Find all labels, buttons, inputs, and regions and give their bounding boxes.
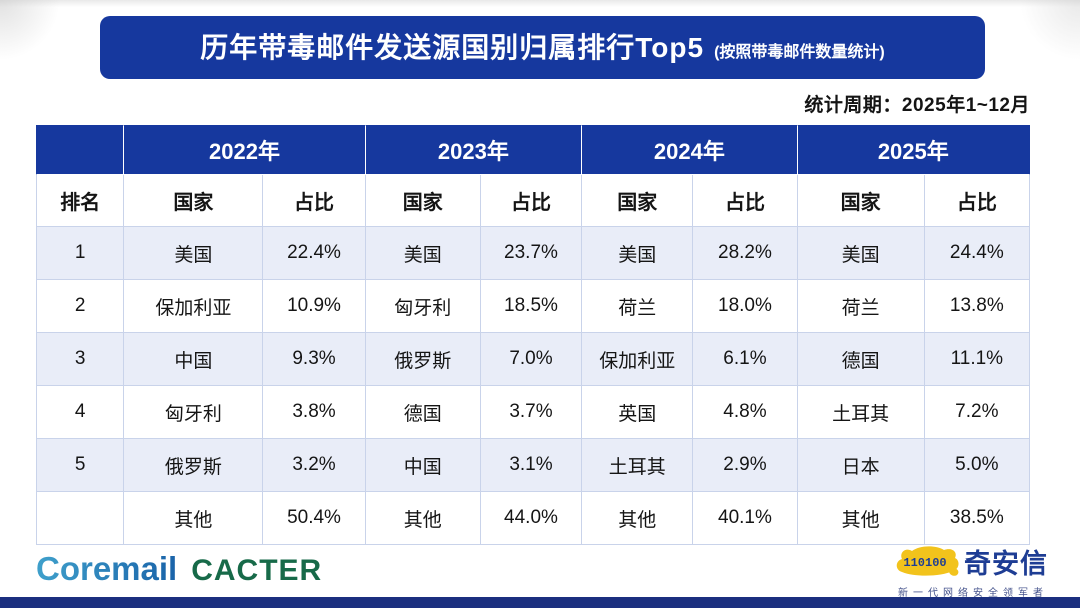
table-row: 4 匈牙利 3.8% 德国 3.7% 英国 4.8% 土耳其 7.2% <box>35 385 1031 439</box>
share-cell: 24.4% <box>923 226 1031 280</box>
share-cell: 11.1% <box>923 332 1031 386</box>
country-cell: 美国 <box>364 226 481 280</box>
share-cell: 7.0% <box>479 332 583 386</box>
country-cell: 其他 <box>364 491 481 545</box>
country-cell: 中国 <box>364 438 481 492</box>
share-cell: 3.7% <box>479 385 583 439</box>
rank-cell: 2 <box>35 279 125 333</box>
share-cell: 23.7% <box>479 226 583 280</box>
rank-cell: 1 <box>35 226 125 280</box>
share-cell: 6.1% <box>692 332 798 386</box>
country-cell: 俄罗斯 <box>123 438 264 492</box>
share-cell: 2.9% <box>692 438 798 492</box>
country-cell: 土耳其 <box>581 438 694 492</box>
table-row: 其他 50.4% 其他 44.0% 其他 40.1% 其他 38.5% <box>35 491 1031 545</box>
share-cell: 44.0% <box>479 491 583 545</box>
country-column-header: 国家 <box>796 174 925 227</box>
qianxin-tiger-icon: 110100 <box>896 545 959 576</box>
year-header-2024: 2024年 <box>581 125 798 175</box>
share-column-header: 占比 <box>479 174 583 227</box>
ranking-table: 2022年 2023年 2024年 2025年 排名 国家 占比 国家 占比 国… <box>35 125 1031 545</box>
corner-cell <box>35 125 125 175</box>
country-cell: 匈牙利 <box>123 385 264 439</box>
year-header-2022: 2022年 <box>123 125 366 175</box>
table-row: 1 美国 22.4% 美国 23.7% 美国 28.2% 美国 24.4% <box>35 226 1031 280</box>
country-column-header: 国家 <box>364 174 481 227</box>
country-cell: 美国 <box>123 226 264 280</box>
share-column-header: 占比 <box>692 174 798 227</box>
share-cell: 10.9% <box>262 279 366 333</box>
share-cell: 3.1% <box>479 438 583 492</box>
coremail-cacter-logo: Coremail CACTER <box>36 550 322 588</box>
country-cell: 德国 <box>364 385 481 439</box>
share-cell: 18.5% <box>479 279 583 333</box>
country-cell: 英国 <box>581 385 694 439</box>
country-cell: 俄罗斯 <box>364 332 481 386</box>
table-row: 2 保加利亚 10.9% 匈牙利 18.5% 荷兰 18.0% 荷兰 13.8% <box>35 279 1031 333</box>
bottom-accent-bar <box>0 597 1080 608</box>
country-cell: 德国 <box>796 332 925 386</box>
country-cell: 保加利亚 <box>581 332 694 386</box>
country-cell: 美国 <box>796 226 925 280</box>
country-column-header: 国家 <box>123 174 264 227</box>
country-cell: 美国 <box>581 226 694 280</box>
country-cell: 荷兰 <box>796 279 925 333</box>
share-cell: 50.4% <box>262 491 366 545</box>
country-cell: 匈牙利 <box>364 279 481 333</box>
share-column-header: 占比 <box>923 174 1031 227</box>
coremail-logo-text: Coremail <box>36 550 178 587</box>
share-cell: 7.2% <box>923 385 1031 439</box>
country-cell: 荷兰 <box>581 279 694 333</box>
qianxin-logo: 110100 奇安信 新一代网络安全领军者 <box>887 542 1055 599</box>
year-header-2025: 2025年 <box>796 125 1031 175</box>
qianxin-logo-text: 奇安信 <box>964 549 1048 579</box>
country-cell: 其他 <box>123 491 264 545</box>
country-column-header: 国家 <box>581 174 694 227</box>
share-cell: 38.5% <box>923 491 1031 545</box>
rank-cell <box>35 491 125 545</box>
title-banner: 历年带毒邮件发送源国别归属排行Top5 (按照带毒邮件数量统计) <box>100 16 985 79</box>
share-cell: 5.0% <box>923 438 1031 492</box>
share-cell: 22.4% <box>262 226 366 280</box>
country-cell: 保加利亚 <box>123 279 264 333</box>
rank-cell: 3 <box>35 332 125 386</box>
share-cell: 4.8% <box>692 385 798 439</box>
share-cell: 9.3% <box>262 332 366 386</box>
page-title: 历年带毒邮件发送源国别归属排行Top5 <box>200 32 705 63</box>
rank-column-header: 排名 <box>35 174 125 227</box>
share-cell: 28.2% <box>692 226 798 280</box>
country-cell: 中国 <box>123 332 264 386</box>
rank-cell: 4 <box>35 385 125 439</box>
column-header-row: 排名 国家 占比 国家 占比 国家 占比 国家 占比 <box>35 174 1031 227</box>
statistics-period: 统计周期：2025年1~12月 <box>804 95 1030 116</box>
share-cell: 18.0% <box>692 279 798 333</box>
share-cell: 13.8% <box>923 279 1031 333</box>
year-header-2023: 2023年 <box>364 125 583 175</box>
cacter-logo-text: CACTER <box>191 554 323 587</box>
page-title-note: (按照带毒邮件数量统计) <box>714 44 885 61</box>
country-cell: 其他 <box>796 491 925 545</box>
share-cell: 3.2% <box>262 438 366 492</box>
country-cell: 土耳其 <box>796 385 925 439</box>
qianxin-logo-row: 110100 奇安信 <box>894 542 1048 581</box>
table-row: 5 俄罗斯 3.2% 中国 3.1% 土耳其 2.9% 日本 5.0% <box>35 438 1031 492</box>
rank-cell: 5 <box>35 438 125 492</box>
tiger-binary-digits: 110100 <box>903 556 946 570</box>
year-header-row: 2022年 2023年 2024年 2025年 <box>35 125 1031 175</box>
share-cell: 3.8% <box>262 385 366 439</box>
share-cell: 40.1% <box>692 491 798 545</box>
country-cell: 日本 <box>796 438 925 492</box>
table-row: 3 中国 9.3% 俄罗斯 7.0% 保加利亚 6.1% 德国 11.1% <box>35 332 1031 386</box>
share-column-header: 占比 <box>262 174 366 227</box>
country-cell: 其他 <box>581 491 694 545</box>
qianxin-tagline: 新一代网络安全领军者 <box>898 588 1048 599</box>
